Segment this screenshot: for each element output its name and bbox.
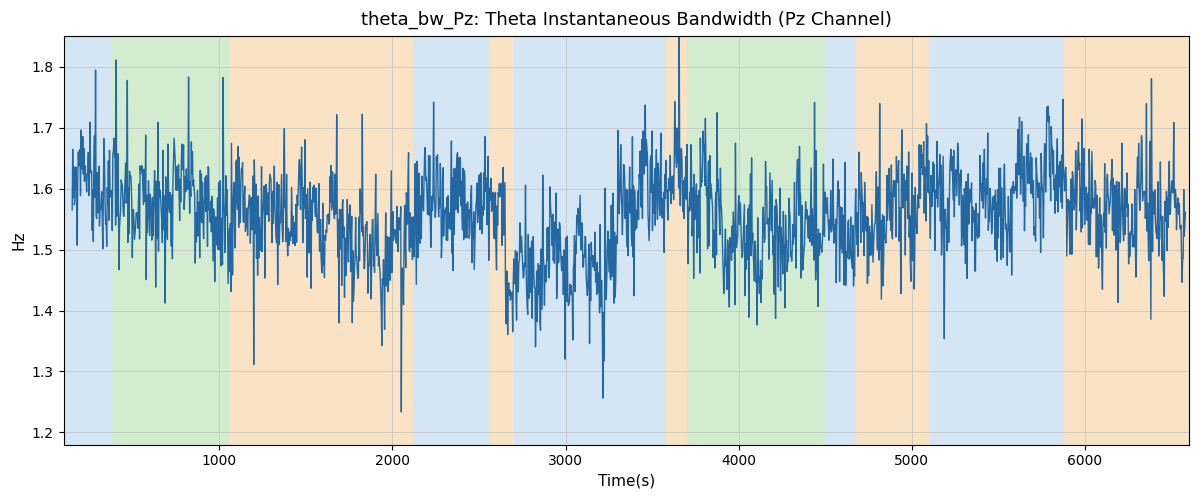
Bar [490, 36, 514, 445]
Y-axis label: Hz: Hz [11, 230, 26, 250]
Title: theta_bw_Pz: Theta Instantaneous Bandwidth (Pz Channel): theta_bw_Pz: Theta Instantaneous Bandwid… [361, 11, 892, 30]
Bar [929, 36, 1064, 445]
Bar [857, 36, 929, 445]
X-axis label: Time(s): Time(s) [598, 474, 655, 489]
Bar [826, 36, 857, 445]
Bar [229, 36, 413, 445]
Bar [64, 36, 112, 445]
Bar [112, 36, 229, 445]
Bar [1064, 36, 1189, 445]
Bar [514, 36, 666, 445]
Bar [413, 36, 490, 445]
Bar [666, 36, 686, 445]
Bar [686, 36, 826, 445]
